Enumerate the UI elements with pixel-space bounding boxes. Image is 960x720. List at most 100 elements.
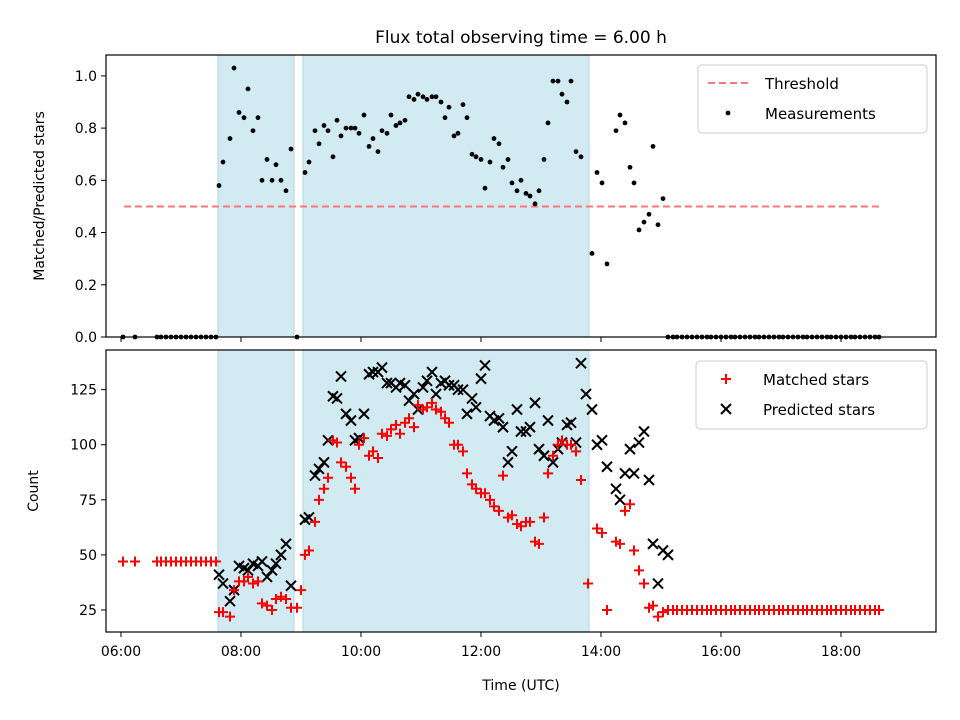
matched-star-point [218, 607, 228, 618]
predicted-star-point [497, 421, 509, 433]
y-axis-label-top: Matched/Predicted stars [32, 111, 48, 281]
measurement-point [302, 170, 308, 175]
predicted-star-point [224, 595, 236, 607]
predicted-star-point [452, 383, 464, 396]
predicted-star-point [614, 494, 626, 506]
matched-star-point [243, 571, 253, 582]
matched-star-point [395, 428, 405, 439]
y-axis-ticks-top: 0.0 0.2 0.4 0.6 0.8 1.0 [75, 69, 106, 346]
matched-star-point [211, 556, 221, 567]
plot-frame-bottom [105, 349, 937, 633]
predicted-star-point [529, 397, 541, 409]
measurement-point [604, 261, 610, 267]
matched-star-point [413, 400, 423, 411]
matched-star-point [444, 417, 454, 428]
measurement-point [420, 94, 426, 100]
matched-star-point [422, 402, 432, 413]
matched-stars-series [118, 397, 884, 622]
measurement-point [568, 78, 574, 84]
observing-span-2 [302, 54, 590, 338]
measurement-point [613, 128, 619, 134]
legend-matched-label: Matched stars [763, 371, 869, 389]
measurement-point [631, 180, 637, 186]
measurement-point [402, 117, 408, 123]
legend-matched-swatch [721, 374, 731, 384]
predicted-star-point [511, 403, 523, 416]
measurement-point [375, 149, 381, 155]
measurement-point [555, 78, 561, 84]
observing-spans [217, 54, 590, 338]
predicted-stars-series [213, 357, 674, 607]
predicted-star-point [624, 443, 636, 455]
y-tick-label: 0.6 [75, 173, 97, 189]
matched-star-point [377, 428, 387, 439]
measurement-point [316, 141, 322, 147]
measurement-point [352, 125, 358, 131]
predicted-star-point [376, 361, 388, 374]
matched-star-point [354, 439, 364, 450]
predicted-star-point [506, 445, 518, 458]
predicted-star-point [313, 463, 325, 475]
predicted-star-point [638, 425, 650, 438]
measurement-point [514, 188, 520, 194]
matched-star-point [332, 437, 342, 448]
measurement-point [660, 196, 666, 202]
predicted-star-point [628, 467, 640, 480]
y-tick-label: 125 [70, 383, 97, 399]
predicted-star-point [266, 564, 278, 577]
matched-star-point [620, 505, 630, 516]
predicted-star-point [547, 456, 559, 469]
measurement-point [545, 120, 551, 126]
measurement-point [469, 151, 475, 157]
predicted-star-point [261, 571, 273, 583]
measurement-point [348, 125, 354, 131]
matched-star-point [431, 404, 441, 415]
observing-spans-bottom [217, 349, 590, 633]
matched-star-point [314, 494, 324, 505]
matched-star-point [346, 472, 356, 483]
x-tick-label: 16:00 [701, 644, 741, 660]
measurement-point [541, 157, 547, 162]
predicted-star-point [610, 483, 622, 495]
matched-star-point [602, 604, 612, 615]
measurement-point [236, 110, 242, 115]
predicted-star-point [461, 408, 473, 420]
measurement-point [231, 65, 237, 71]
matched-star-point [462, 468, 472, 479]
predicted-star-point [633, 436, 645, 449]
measurement-point [536, 188, 542, 194]
matched-star-point [359, 433, 369, 444]
predicted-star-point [662, 549, 674, 561]
matched-star-point [436, 406, 446, 417]
measurement-point [650, 143, 656, 149]
measurement-point [273, 162, 279, 168]
legend-frame-bottom [695, 360, 928, 430]
measurement-point [433, 94, 439, 100]
measurement-point [578, 154, 584, 160]
y-tick-label: 50 [79, 548, 97, 564]
measurement-point [429, 94, 435, 100]
measurement-point [388, 112, 394, 118]
predicted-star-point [430, 388, 442, 400]
matched-star-point [571, 446, 581, 457]
matched-star-point [485, 494, 495, 505]
measurement-point [509, 180, 515, 186]
measurement-point [255, 115, 261, 121]
measurement-point [424, 96, 430, 102]
matched-star-point [653, 611, 663, 622]
measurement-point [361, 112, 367, 118]
matched-star-point [597, 527, 607, 538]
matched-star-point [539, 512, 549, 523]
x-axis-ticks-top [120, 337, 842, 342]
measurement-point [442, 115, 448, 121]
measurement-point [356, 130, 362, 136]
panel-star-counts: 25 50 75 100 125 06:00 08:00 10:00 12:00 14:00 16… [26, 349, 937, 694]
measurement-point [478, 157, 484, 162]
measurement-point [464, 115, 470, 121]
predicted-star-point [358, 408, 370, 420]
predicted-star-point [586, 403, 598, 416]
matched-star-point [225, 611, 235, 622]
measurement-point [312, 128, 318, 134]
measurement-point [245, 86, 251, 92]
